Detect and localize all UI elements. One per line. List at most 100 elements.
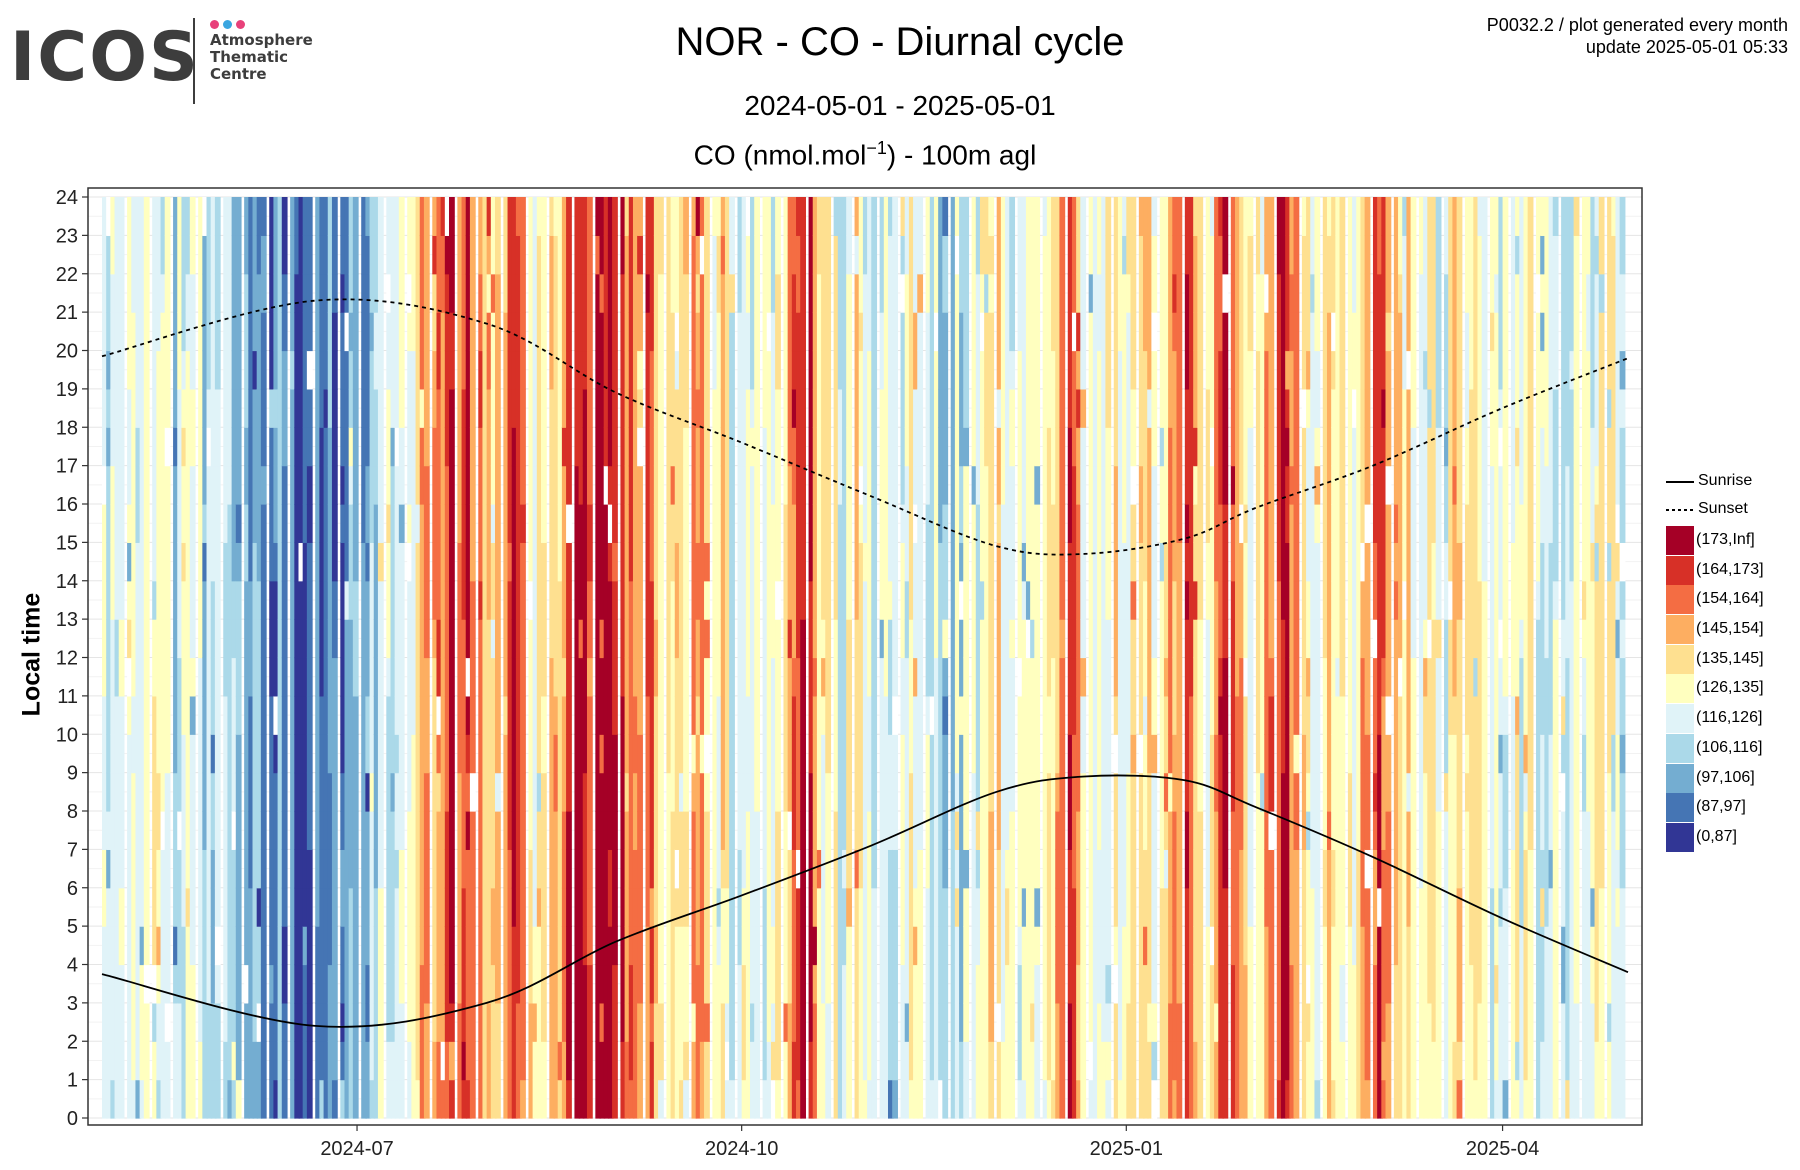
heatmap-cell [327, 849, 334, 889]
heatmap-cell [971, 388, 978, 428]
heatmap-cell [127, 350, 133, 390]
heatmap-cell [1113, 811, 1120, 850]
heatmap-cell [938, 465, 944, 505]
heatmap-cell [862, 388, 869, 428]
heatmap-cell [599, 887, 606, 927]
heatmap-cell [1080, 235, 1087, 275]
heatmap-cell [139, 388, 146, 428]
heatmap-cell [892, 926, 898, 966]
heatmap-cell [1017, 273, 1024, 313]
heatmap-cell [1021, 504, 1028, 543]
heatmap-cell [1092, 1002, 1099, 1042]
heatmap-cell [854, 964, 861, 1004]
heatmap-cell [189, 734, 196, 774]
heatmap-cell [549, 465, 556, 505]
heatmap-cell [695, 197, 702, 236]
heatmap-cell [1025, 695, 1032, 735]
heatmap-cell [595, 388, 602, 428]
heatmap-cell [528, 580, 535, 620]
heatmap-cell [954, 580, 961, 620]
heatmap-cell [294, 964, 301, 1004]
heatmap-cell [361, 695, 367, 735]
heatmap-cell [528, 772, 535, 812]
heatmap-cell [520, 235, 526, 275]
heatmap-cell [1059, 1079, 1066, 1119]
heatmap-cell [210, 772, 217, 812]
heatmap-cell [436, 273, 443, 313]
heatmap-cell [566, 619, 572, 659]
heatmap-cell [658, 619, 664, 659]
heatmap-cell [449, 811, 455, 850]
heatmap-cell [156, 312, 163, 352]
heatmap-cell [532, 811, 539, 850]
heatmap-cell [528, 887, 535, 927]
heatmap-cell [348, 1002, 355, 1042]
heatmap-cell [361, 1002, 367, 1042]
heatmap-cell [1017, 350, 1024, 390]
heatmap-cell [273, 1079, 280, 1119]
heatmap-cell [294, 695, 301, 735]
heatmap-cell [628, 657, 635, 697]
heatmap-cell [783, 887, 790, 927]
heatmap-cell [846, 312, 852, 352]
heatmap-cell [306, 542, 313, 582]
heatmap-cell [252, 504, 259, 543]
heatmap-cell [612, 312, 618, 352]
heatmap-cell [770, 312, 777, 352]
heatmap-cell [979, 197, 986, 236]
heatmap-cell [1030, 926, 1036, 966]
heatmap-cell [210, 657, 217, 697]
heatmap-cell [887, 542, 894, 582]
heatmap-cell [478, 580, 485, 620]
heatmap-cell [724, 1002, 731, 1042]
heatmap-cell [181, 465, 188, 505]
heatmap-cell [206, 580, 213, 620]
heatmap-cell [352, 657, 359, 697]
heatmap-cell [988, 312, 995, 352]
heatmap-cell [423, 504, 430, 543]
heatmap-cell [235, 695, 242, 735]
heatmap-cell [825, 465, 832, 505]
heatmap-cell [750, 465, 756, 505]
heatmap-cell [415, 388, 422, 428]
heatmap-cell [729, 427, 735, 467]
heatmap-cell [273, 312, 280, 352]
heatmap-cell [139, 1041, 146, 1081]
heatmap-cell [281, 312, 288, 352]
heatmap-cell [131, 619, 138, 659]
heatmap-cell [933, 580, 940, 620]
heatmap-cell [745, 1041, 752, 1081]
heatmap-cell [833, 964, 840, 1004]
heatmap-cell [1046, 887, 1053, 927]
heatmap-cell [582, 695, 589, 735]
heatmap-cell [712, 388, 719, 428]
heatmap-cell [892, 772, 898, 812]
heatmap-cell [306, 887, 313, 927]
heatmap-cell [189, 580, 196, 620]
heatmap-cell [202, 504, 209, 543]
heatmap-cell [908, 619, 915, 659]
heatmap-cell [469, 926, 476, 966]
heatmap-cell [118, 811, 125, 850]
heatmap-cell [327, 734, 334, 774]
heatmap-cell [724, 1079, 731, 1119]
heatmap-cell [975, 197, 982, 236]
heatmap-cell [808, 772, 815, 812]
heatmap-cell [486, 427, 493, 467]
heatmap-cell [202, 312, 209, 352]
heatmap-cell [1080, 504, 1087, 543]
heatmap-cell [173, 811, 179, 850]
heatmap-cell [365, 619, 372, 659]
heatmap-cell [699, 1041, 706, 1081]
heatmap-cell [837, 964, 844, 1004]
heatmap-cell [1126, 887, 1133, 927]
heatmap-cell [716, 312, 723, 352]
heatmap-cell [1005, 772, 1011, 812]
heatmap-cell [248, 542, 255, 582]
heatmap-cell [189, 273, 196, 313]
heatmap-cell [202, 1002, 209, 1042]
heatmap-cell [954, 1002, 961, 1042]
heatmap-cell [741, 235, 748, 275]
heatmap-cell [670, 619, 677, 659]
heatmap-cell [202, 465, 209, 505]
